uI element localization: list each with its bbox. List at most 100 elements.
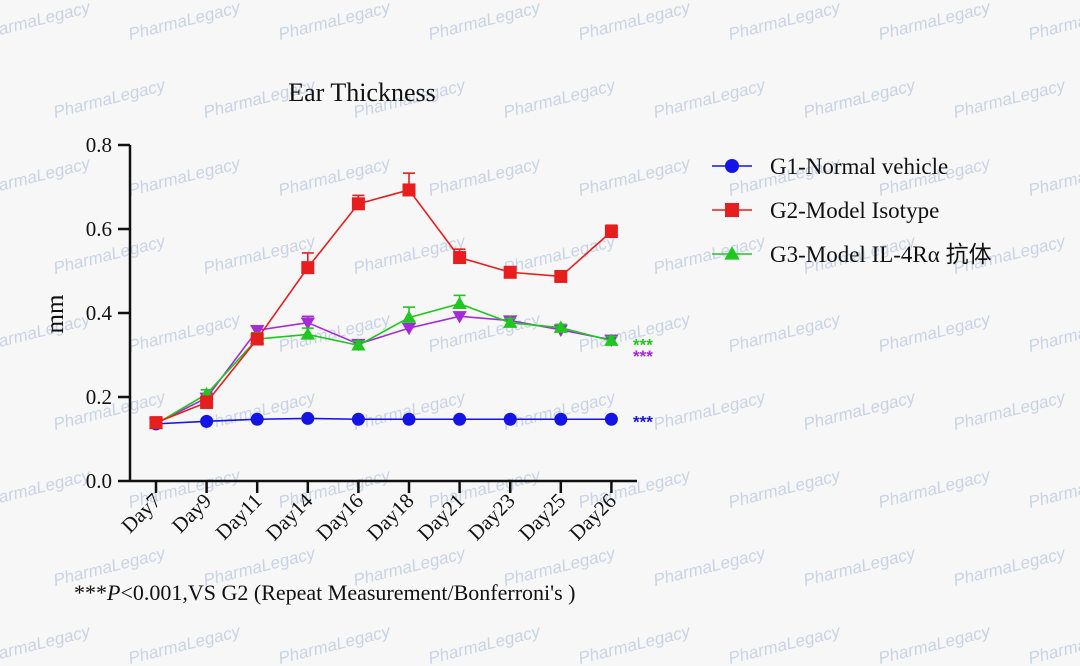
legend-marker-0 xyxy=(725,159,739,173)
x-tick-label-8: Day25 xyxy=(514,489,571,546)
watermark-3: PharmaLegacy xyxy=(426,0,543,44)
series-1-point-6 xyxy=(453,251,467,265)
watermark-16: PharmaLegacy xyxy=(0,153,93,199)
watermark-5: PharmaLegacy xyxy=(726,0,843,44)
footnote-prefix: *** xyxy=(74,580,107,605)
series-2-point-6 xyxy=(452,296,467,309)
legend: G1-Normal vehicle G2-Model Isotype G3-Mode… xyxy=(712,154,992,267)
y-tick-label-4: 0.8 xyxy=(86,133,112,157)
series-2-point-7 xyxy=(503,315,518,328)
watermark-65: PharmaLegacy xyxy=(126,621,243,666)
y-tick-label-3: 0.6 xyxy=(86,217,112,241)
series-0-point-9 xyxy=(604,412,618,426)
watermark-62: PharmaLegacy xyxy=(951,543,1068,589)
y-ticks: 0.0 0.2 0.4 0.6 0.8 xyxy=(86,133,130,493)
watermark-44: PharmaLegacy xyxy=(651,387,768,433)
series-1-point-7 xyxy=(503,265,517,279)
series-1-point-1 xyxy=(200,395,214,409)
series-1-point-2 xyxy=(250,332,264,346)
series-0 xyxy=(149,411,618,431)
watermark-34: PharmaLegacy xyxy=(276,309,393,355)
y-tick-label-1: 0.2 xyxy=(86,385,112,409)
series-1 xyxy=(149,172,618,430)
watermark-60: PharmaLegacy xyxy=(651,543,768,589)
watermark-8: PharmaLegacy xyxy=(51,75,168,121)
watermark-53: PharmaLegacy xyxy=(726,465,843,511)
watermark-66: PharmaLegacy xyxy=(276,621,393,666)
series-2-point-3 xyxy=(300,327,315,340)
watermark-43: PharmaLegacy xyxy=(501,387,618,433)
watermark-38: PharmaLegacy xyxy=(876,309,993,355)
watermark-18: PharmaLegacy xyxy=(276,153,393,199)
series-2-point-5 xyxy=(401,310,417,323)
watermark-61: PharmaLegacy xyxy=(801,543,918,589)
series-layer xyxy=(148,172,619,431)
series-0-point-3 xyxy=(301,411,315,425)
series-0-point-6 xyxy=(453,412,467,426)
watermark-39: PharmaLegacy xyxy=(1026,309,1080,355)
watermark-14: PharmaLegacy xyxy=(951,75,1068,121)
watermark-26: PharmaLegacy xyxy=(351,231,468,277)
series-2-point-9 xyxy=(604,333,619,346)
series-3-point-5 xyxy=(401,322,417,336)
series-2-point-8 xyxy=(553,320,568,333)
series-3-point-3 xyxy=(300,317,315,330)
series-0-point-2 xyxy=(250,412,264,426)
series-0-point-1 xyxy=(200,414,214,428)
significance-1: *** xyxy=(633,347,653,366)
series-1-point-9 xyxy=(604,225,618,239)
watermark-6: PharmaLegacy xyxy=(876,0,993,44)
watermark-41: PharmaLegacy xyxy=(201,387,318,433)
series-2-line xyxy=(155,302,612,425)
footnote-rest: <0.001,VS G2 (Repeat Measurement/Bonferr… xyxy=(120,580,575,605)
watermark-25: PharmaLegacy xyxy=(201,231,318,277)
significance-0: *** xyxy=(633,336,653,355)
series-1-line xyxy=(155,189,612,424)
watermark-7: PharmaLegacy xyxy=(1026,0,1080,44)
watermark-0: PharmaLegacy xyxy=(0,0,93,44)
series-1-point-0 xyxy=(149,416,163,430)
legend-label-1: G2-Model Isotype xyxy=(770,198,939,223)
legend-label-2: G3-Model IL-4Rα 抗体 xyxy=(770,242,992,267)
watermark-55: PharmaLegacy xyxy=(1026,465,1080,511)
watermark-33: PharmaLegacy xyxy=(126,309,243,355)
watermark-64: PharmaLegacy xyxy=(0,621,93,666)
chart-title: Ear Thickness xyxy=(288,78,436,107)
watermark-48: PharmaLegacy xyxy=(0,465,93,511)
watermark-4: PharmaLegacy xyxy=(576,0,693,44)
watermark-68: PharmaLegacy xyxy=(576,621,693,666)
watermark-2: PharmaLegacy xyxy=(276,0,393,44)
watermark-19: PharmaLegacy xyxy=(426,153,543,199)
series-1-point-8 xyxy=(554,269,568,283)
series-0-point-8 xyxy=(554,412,568,426)
watermark-35: PharmaLegacy xyxy=(426,309,543,355)
series-1-point-3 xyxy=(301,261,315,275)
y-tick-label-2: 0.4 xyxy=(86,301,113,325)
watermark-17: PharmaLegacy xyxy=(126,153,243,199)
watermark-13: PharmaLegacy xyxy=(801,75,918,121)
legend-label-0: G1-Normal vehicle xyxy=(770,154,948,179)
watermark-70: PharmaLegacy xyxy=(876,621,993,666)
legend-marker-2 xyxy=(724,246,740,260)
series-1-point-4 xyxy=(351,197,365,211)
footnote-p: P xyxy=(106,580,120,605)
series-0-point-4 xyxy=(351,412,365,426)
series-0-point-7 xyxy=(503,412,517,426)
y-tick-label-0: 0.0 xyxy=(86,469,112,493)
watermark-1: PharmaLegacy xyxy=(126,0,243,44)
series-0-point-5 xyxy=(402,412,416,426)
watermark-45: PharmaLegacy xyxy=(801,387,918,433)
watermark-20: PharmaLegacy xyxy=(576,153,693,199)
significance-markers: ********* xyxy=(633,336,653,432)
series-0-line xyxy=(155,417,612,425)
significance-2: *** xyxy=(633,412,653,431)
footnote: ***P<0.001,VS G2 (Repeat Measurement/Bon… xyxy=(74,580,576,605)
watermark-37: PharmaLegacy xyxy=(726,309,843,355)
watermark-69: PharmaLegacy xyxy=(726,621,843,666)
watermark-12: PharmaLegacy xyxy=(651,75,768,121)
watermark-71: PharmaLegacy xyxy=(1026,621,1080,666)
series-3-point-6 xyxy=(452,311,467,324)
series-1-point-5 xyxy=(402,183,416,197)
